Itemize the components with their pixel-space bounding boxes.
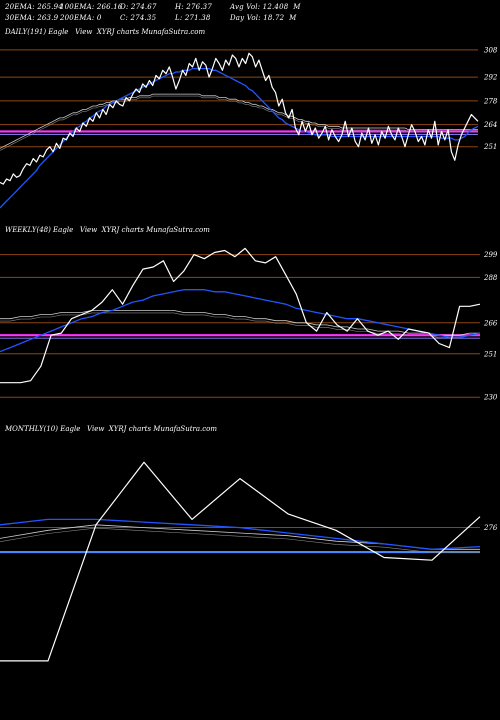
panel1-ema-slow-line (0, 309, 480, 336)
header-h: H: 276.37 (175, 3, 212, 11)
header-30ema: 30EMA: 263.9 (5, 14, 59, 22)
panel0-ytick-1: 292 (483, 74, 498, 82)
panel2-price-line (0, 461, 481, 662)
header-20ema: 20EMA: 265.94 (5, 3, 63, 11)
monthly-chart-title: MONTHLY(10) Eagle View XYRJ charts Munaf… (5, 425, 218, 433)
header-o: O: 274.67 (120, 3, 157, 11)
header-200ema: 200EMA: 0 (60, 14, 102, 22)
header-dayvol: Day Vol: 18.72 M (230, 14, 297, 22)
panel0-price-line (0, 52, 479, 185)
panel0-ytick-3: 264 (483, 121, 497, 129)
panel1-ytick-0: 299 (483, 251, 498, 259)
daily-chart-title: DAILY(191) Eagle View XYRJ charts Munafa… (5, 28, 206, 36)
panel1-ytick-1: 288 (483, 274, 498, 282)
panel2-ema-fast-line (0, 518, 481, 550)
header-l: L: 271.38 (175, 14, 211, 22)
panel2-ema-slow-line (0, 524, 480, 550)
panel0-ytick-0: 308 (484, 46, 498, 54)
panel2-ytick-0: 276 (483, 524, 498, 532)
weekly-chart-title: WEEKLY(48) Eagle View XYRJ charts Munafa… (5, 226, 210, 234)
header-avgvol: Avg Vol: 12.408 M (230, 3, 301, 11)
header-c: C: 274.35 (120, 14, 157, 22)
panel0-ytick-2: 278 (483, 97, 498, 105)
panel1-ema-fast-line (0, 289, 481, 353)
panel2-ema-slow-line-2 (0, 527, 480, 553)
panel0-ema-fast-line (0, 67, 479, 209)
panel1-ytick-3: 251 (483, 350, 497, 358)
panel0-ytick-4: 251 (483, 143, 497, 151)
panel1-ytick-2: 266 (483, 319, 498, 327)
header-100ema: 100EMA: 266.16 (60, 3, 123, 11)
panel1-price-line (0, 247, 481, 384)
panel1-ytick-4: 230 (483, 394, 498, 402)
